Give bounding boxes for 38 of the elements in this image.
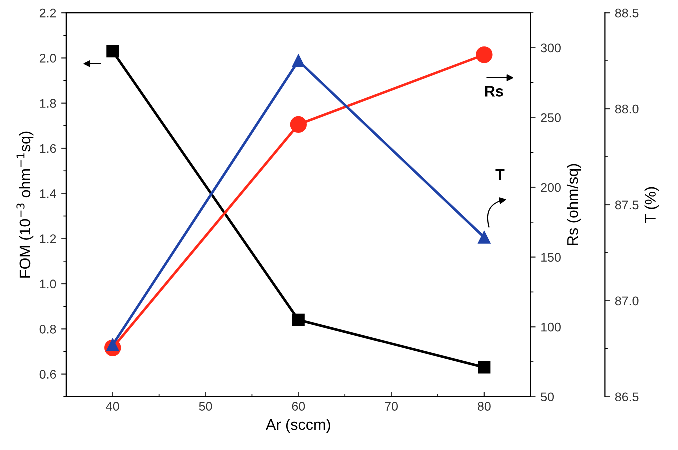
y2-tick-label: 100	[542, 322, 561, 332]
point	[292, 314, 305, 326]
x-tick-label: 80	[478, 402, 491, 411]
x-tick-label: 60	[292, 402, 306, 411]
point	[478, 231, 491, 244]
y2-axis-title: Rs (ohm/sq)	[567, 164, 582, 246]
point	[106, 45, 120, 58]
y-axis-title: FOM (10$^{−3}$ ohm$^{−1}$sq)	[16, 132, 34, 278]
y3-tick-label: 88.0	[615, 104, 639, 114]
point	[478, 361, 491, 374]
y-tick-label: 1.4	[40, 190, 56, 198]
point	[292, 54, 305, 68]
y-tick-label: 2.0	[40, 54, 56, 63]
x-tick-label: 40	[106, 402, 120, 411]
y-tick-label: 1.2	[40, 234, 56, 244]
y-tick-label: 0.6	[40, 370, 56, 379]
x-axis-title: Ar (sccm)	[266, 418, 330, 434]
y3-tick-label: 87.0	[615, 296, 639, 306]
y3-tick-label: 87.5	[615, 200, 639, 210]
y-tick-label: 2.2	[40, 8, 56, 18]
series-label: Rs	[485, 86, 504, 97]
y-tick-label: 0.8	[40, 324, 56, 334]
y-tick-label: 1.8	[40, 99, 56, 108]
y-tick-label: 1.0	[40, 280, 56, 289]
x-tick-label: 50	[199, 402, 212, 411]
x-tick-label: 70	[385, 402, 398, 411]
point	[476, 46, 493, 64]
y2-tick-label: 150	[542, 253, 561, 262]
y2-tick-label: 50	[541, 392, 554, 402]
y-tick-label: 1.6	[40, 144, 56, 154]
y2-tick-label: 300	[541, 44, 561, 53]
y3-tick-label: 86.5	[615, 392, 639, 402]
y3-tick-label: 88.5	[615, 8, 639, 18]
y2-tick-label: 200	[541, 183, 561, 192]
y2-tick-label: 250	[541, 114, 561, 122]
point	[290, 116, 307, 134]
y3-axis-title: T (%)	[644, 187, 660, 224]
text: T	[496, 170, 505, 180]
